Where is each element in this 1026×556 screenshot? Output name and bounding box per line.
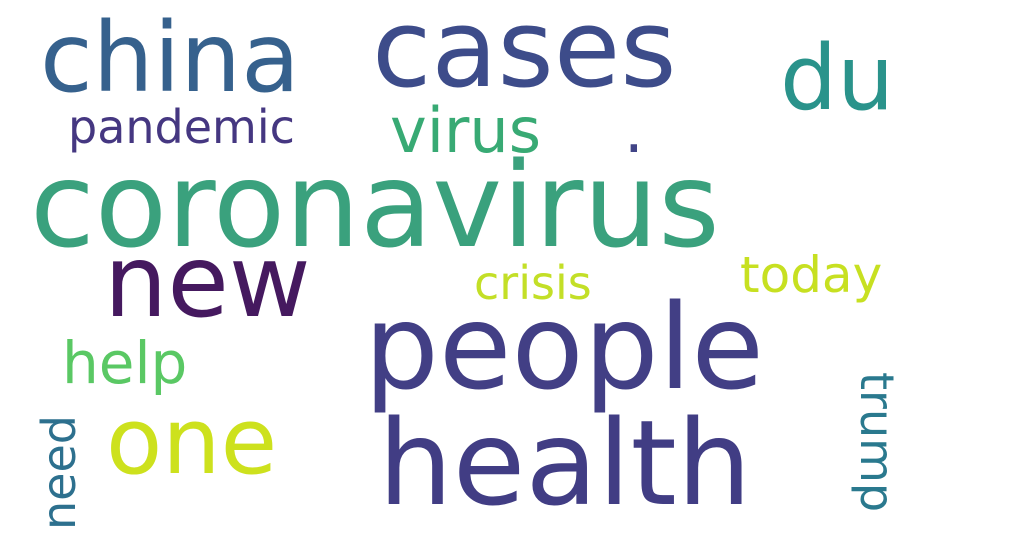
word-coronavirus: coronavirus bbox=[30, 136, 720, 274]
word-virus: virus bbox=[390, 94, 542, 167]
word-need: need bbox=[32, 415, 86, 530]
word-dot: . bbox=[624, 94, 644, 167]
word-pandemic: pandemic bbox=[68, 100, 295, 154]
word-today: today bbox=[740, 246, 883, 304]
word-help: help bbox=[62, 329, 188, 397]
word-health: health bbox=[378, 394, 752, 532]
word-china: china bbox=[40, 2, 300, 114]
word-one: one bbox=[106, 388, 278, 495]
word-people: people bbox=[364, 278, 764, 416]
word-crisis: crisis bbox=[474, 256, 592, 310]
word-new: new bbox=[104, 223, 311, 340]
word-trump: trump bbox=[850, 372, 904, 513]
word-cases: cases bbox=[372, 0, 677, 112]
word-du: du bbox=[780, 26, 895, 131]
